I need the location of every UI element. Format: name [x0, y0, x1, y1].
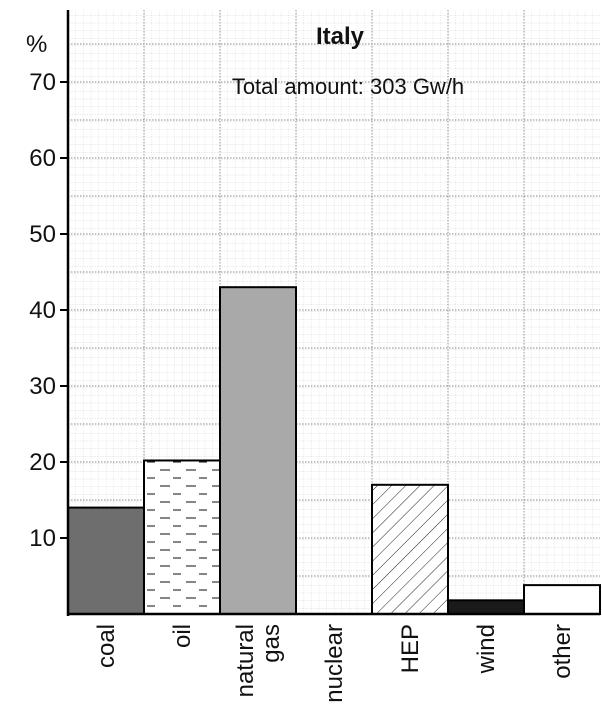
- x-tick-label: nuclear: [321, 624, 348, 703]
- y-tick-label: 30: [29, 373, 56, 400]
- y-tick-label: 70: [29, 69, 56, 96]
- y-tick-label: 40: [29, 297, 56, 324]
- bar-oil: [143, 459, 221, 616]
- bar-coal: [67, 506, 145, 616]
- chart-subtitle: Total amount: 303 Gw/h: [232, 74, 464, 99]
- x-tick-label: HEP: [397, 624, 424, 673]
- bar-HEP: [371, 483, 449, 615]
- x-labels: coal oil natural gas nuclear HEP wind other: [93, 624, 576, 703]
- y-axis-unit: %: [26, 31, 47, 58]
- y-ticks: 10 20 30 40 50 60 70: [29, 69, 68, 552]
- y-tick-label: 20: [29, 449, 56, 476]
- x-tick-label: natural: [232, 624, 259, 697]
- bar-natural-gas: [219, 286, 297, 615]
- y-tick-label: 60: [29, 145, 56, 172]
- chart-title: Italy: [316, 23, 365, 50]
- bar-other: [523, 584, 601, 615]
- x-tick-label: other: [549, 624, 576, 679]
- bars: [67, 286, 601, 616]
- bar-wind: [447, 599, 525, 616]
- axes: [66, 10, 600, 616]
- x-tick-label: wind: [473, 624, 500, 674]
- y-tick-label: 10: [29, 525, 56, 552]
- x-tick-label: coal: [93, 624, 120, 668]
- x-tick-label: gas: [258, 624, 285, 663]
- x-tick-label: oil: [169, 624, 196, 648]
- y-tick-label: 50: [29, 221, 56, 248]
